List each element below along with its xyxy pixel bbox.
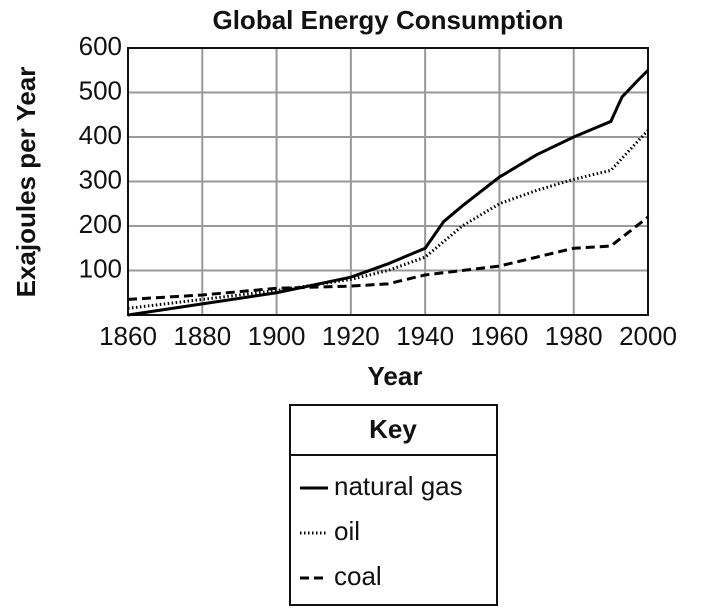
legend-label: coal [334,561,382,591]
x-tick-label: 1900 [248,321,306,351]
y-tick-label: 600 [79,31,122,61]
legend-label: natural gas [334,471,463,501]
y-tick-label: 500 [79,75,122,105]
x-axis-label: Year [368,361,423,391]
x-tick-label: 1880 [173,321,231,351]
y-axis-label: Exajoules per Year [11,67,41,298]
legend-label: oil [334,516,360,546]
y-tick-label: 100 [79,253,122,283]
y-tick-label: 200 [79,209,122,239]
x-tick-label: 2000 [619,321,677,351]
series-line [127,69,650,317]
x-tick-label: 1960 [471,321,529,351]
series-line [127,215,649,301]
x-tick-label: 1940 [396,321,454,351]
plot-frame [127,47,649,316]
y-tick-label: 400 [79,120,122,150]
legend-title: Key [369,414,417,444]
chart-title: Global Energy Consumption [212,5,563,35]
legend-box [289,404,498,606]
x-tick-label: 1860 [99,321,157,351]
series-line [127,129,650,310]
y-tick-label: 300 [79,164,122,194]
x-tick-label: 1980 [545,321,603,351]
x-tick-label: 1920 [322,321,380,351]
